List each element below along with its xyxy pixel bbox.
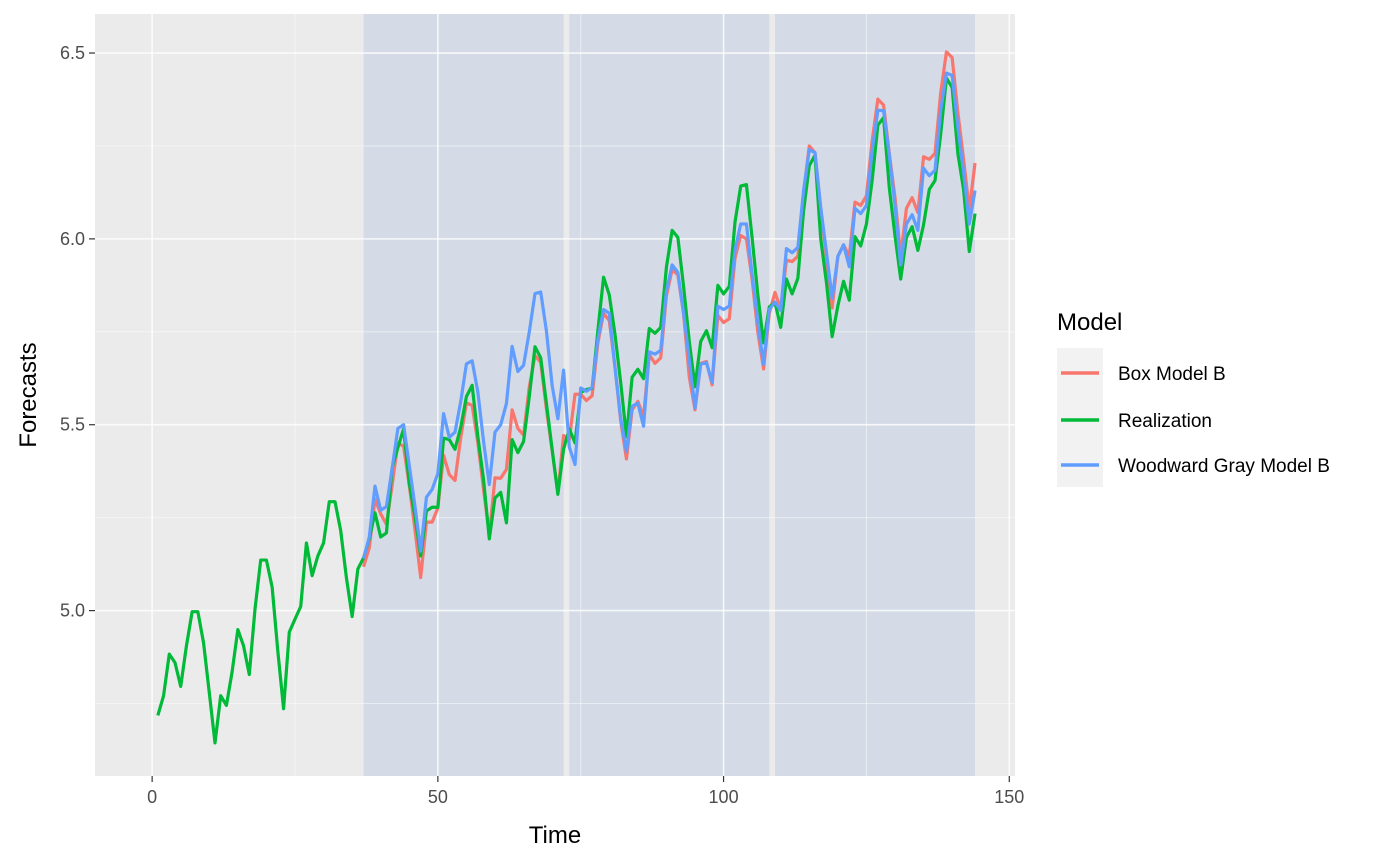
y-tick-label: 6.5 xyxy=(60,43,85,63)
series-lines xyxy=(156,50,977,745)
legend: Model Box Model B Realization Woodward G… xyxy=(1057,309,1330,487)
x-axis-ticks: 0 50 100 150 xyxy=(147,776,1024,807)
y-tick-label: 6.0 xyxy=(60,229,85,249)
x-tick-label: 100 xyxy=(709,787,739,807)
x-tick-label: 0 xyxy=(147,787,157,807)
y-tick-label: 5.0 xyxy=(60,601,85,621)
series-line-realization xyxy=(156,76,977,745)
shaded-region xyxy=(363,14,564,776)
x-tick-label: 50 xyxy=(428,787,448,807)
x-tick-label: 150 xyxy=(994,787,1024,807)
y-axis-ticks: 5.0 5.5 6.0 6.5 xyxy=(60,43,95,621)
y-axis-title: Forecasts xyxy=(15,342,42,447)
legend-title: Model xyxy=(1057,309,1122,336)
legend-label-realization: Realization xyxy=(1118,411,1212,432)
legend-label-woodward-gray-model-b: Woodward Gray Model B xyxy=(1118,456,1330,477)
y-tick-label: 5.5 xyxy=(60,415,85,435)
x-axis-title: Time xyxy=(529,822,581,849)
legend-label-box-model-b: Box Model B xyxy=(1118,364,1226,385)
series-line-woodward-gray-model-b xyxy=(362,71,977,559)
shaded-region xyxy=(569,14,770,776)
